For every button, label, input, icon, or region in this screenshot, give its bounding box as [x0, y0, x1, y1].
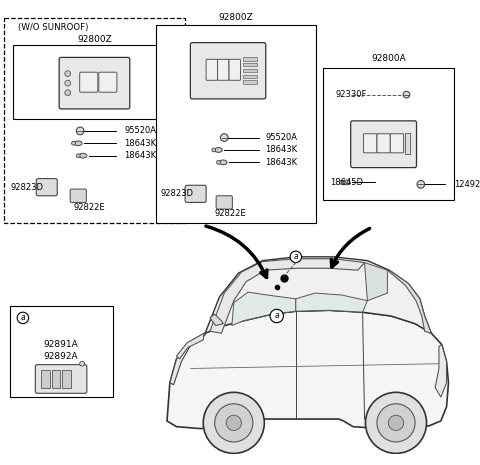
FancyBboxPatch shape	[185, 185, 206, 202]
Text: a: a	[275, 312, 279, 320]
Bar	[243, 69, 257, 72]
Text: 18643K: 18643K	[124, 139, 156, 148]
Bar	[10, 306, 113, 397]
Polygon shape	[210, 259, 364, 333]
Circle shape	[403, 91, 410, 98]
Text: 95520A: 95520A	[265, 133, 298, 142]
FancyBboxPatch shape	[377, 134, 390, 153]
Text: 18643K: 18643K	[265, 146, 298, 154]
Circle shape	[216, 160, 220, 164]
Polygon shape	[232, 292, 296, 325]
FancyBboxPatch shape	[70, 189, 86, 202]
Text: a: a	[21, 313, 25, 322]
FancyBboxPatch shape	[36, 365, 87, 393]
Text: 92800A: 92800A	[371, 54, 406, 63]
FancyBboxPatch shape	[36, 179, 57, 196]
Bar	[405, 133, 410, 154]
Ellipse shape	[79, 153, 87, 158]
Ellipse shape	[215, 147, 222, 153]
Bar	[13, 45, 176, 120]
Circle shape	[80, 361, 84, 366]
Circle shape	[215, 404, 253, 442]
Polygon shape	[210, 314, 223, 325]
Circle shape	[76, 154, 80, 158]
Polygon shape	[435, 345, 446, 397]
FancyBboxPatch shape	[59, 57, 130, 109]
FancyBboxPatch shape	[99, 72, 117, 92]
Text: 18643K: 18643K	[265, 158, 298, 167]
FancyBboxPatch shape	[351, 121, 417, 167]
Text: 12492: 12492	[454, 180, 480, 189]
Text: 92822E: 92822E	[74, 203, 106, 212]
Circle shape	[212, 148, 216, 152]
Text: 18643K: 18643K	[124, 151, 156, 160]
Text: 92892A: 92892A	[44, 352, 78, 360]
Circle shape	[72, 141, 75, 145]
Circle shape	[290, 251, 301, 263]
Text: (W/O SUNROOF): (W/O SUNROOF)	[18, 23, 89, 33]
Circle shape	[65, 90, 71, 96]
Circle shape	[270, 309, 283, 323]
Text: 92822E: 92822E	[214, 209, 246, 219]
FancyBboxPatch shape	[216, 196, 232, 209]
Bar	[243, 74, 257, 78]
Text: 18645D: 18645D	[330, 178, 363, 187]
Circle shape	[17, 312, 29, 324]
Bar	[323, 68, 454, 199]
FancyBboxPatch shape	[229, 60, 240, 80]
Text: 92800Z: 92800Z	[218, 13, 253, 22]
Circle shape	[340, 180, 344, 184]
Polygon shape	[387, 270, 432, 333]
Circle shape	[65, 71, 71, 76]
Text: 92800Z: 92800Z	[77, 35, 112, 44]
Bar	[51, 371, 60, 387]
Polygon shape	[177, 333, 204, 359]
Text: 95520A: 95520A	[124, 126, 156, 135]
Ellipse shape	[343, 180, 350, 185]
Circle shape	[220, 134, 228, 141]
FancyBboxPatch shape	[363, 134, 377, 153]
Text: 92891A: 92891A	[44, 340, 78, 349]
Polygon shape	[170, 333, 205, 385]
Circle shape	[226, 415, 241, 431]
Circle shape	[417, 180, 425, 188]
Bar	[62, 371, 71, 387]
FancyBboxPatch shape	[217, 60, 229, 80]
Bar	[243, 80, 257, 84]
Circle shape	[76, 127, 84, 135]
Text: 92823D: 92823D	[160, 189, 193, 199]
Bar	[4, 18, 185, 224]
Ellipse shape	[74, 141, 82, 146]
Bar	[41, 371, 49, 387]
Text: 92330F: 92330F	[336, 90, 367, 99]
Bar	[243, 57, 257, 61]
Circle shape	[388, 415, 404, 431]
Ellipse shape	[219, 160, 227, 165]
Circle shape	[65, 80, 71, 86]
FancyBboxPatch shape	[206, 60, 217, 80]
Circle shape	[365, 392, 427, 453]
Polygon shape	[167, 310, 448, 429]
FancyBboxPatch shape	[191, 43, 266, 99]
Circle shape	[203, 392, 264, 453]
FancyBboxPatch shape	[390, 134, 404, 153]
Bar	[243, 63, 257, 66]
Text: 92823D: 92823D	[10, 183, 43, 192]
Bar	[156, 25, 316, 224]
FancyBboxPatch shape	[80, 72, 98, 92]
Text: a: a	[293, 252, 298, 261]
Circle shape	[377, 404, 415, 442]
Polygon shape	[205, 257, 432, 333]
Polygon shape	[296, 293, 367, 312]
Polygon shape	[364, 263, 387, 301]
